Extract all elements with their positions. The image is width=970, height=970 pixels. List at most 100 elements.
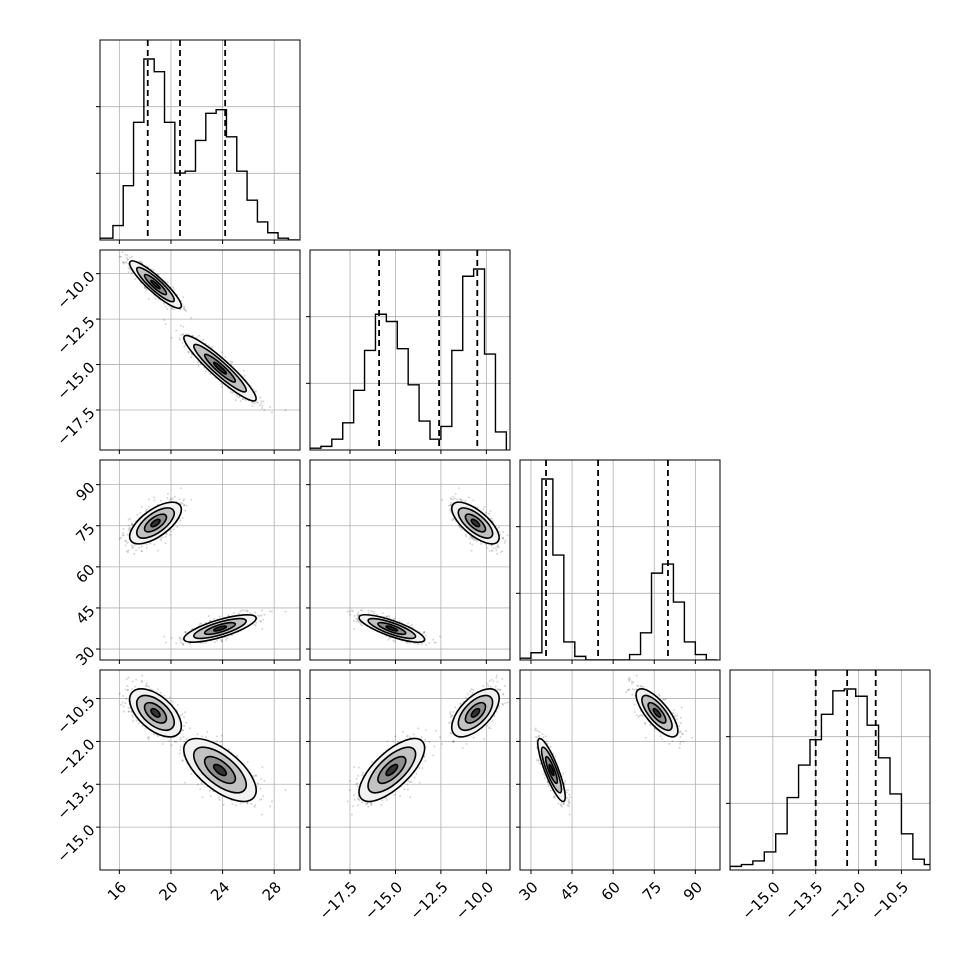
sample-point (173, 308, 176, 311)
sample-point (388, 615, 391, 618)
sample-point (169, 498, 172, 501)
sample-point (238, 612, 241, 615)
panel-3-0: 16 20 24 28−15.0−13.5−12.0−10.5 (53, 669, 301, 904)
sample-point (147, 685, 150, 688)
sample-point (132, 719, 135, 722)
sample-point (129, 526, 132, 529)
sample-point (162, 302, 165, 305)
sample-point (124, 688, 127, 691)
sample-point (207, 615, 210, 618)
sample-point (490, 544, 493, 547)
sample-point (244, 609, 247, 612)
sample-point (249, 612, 252, 615)
sample-point (149, 542, 152, 545)
sample-point (209, 372, 212, 375)
sample-point (255, 621, 258, 624)
sample-point (239, 400, 242, 403)
sample-point (188, 643, 191, 646)
sample-point (212, 617, 215, 620)
panel-plot-area (100, 40, 300, 240)
sample-point (140, 549, 143, 552)
sample-point (179, 519, 182, 522)
sample-point (465, 535, 468, 538)
sample-point (421, 632, 424, 635)
sample-point (480, 542, 483, 545)
sample-point (184, 630, 187, 633)
sample-point (456, 498, 459, 501)
sample-point (122, 527, 125, 530)
sample-point (163, 694, 166, 697)
sample-point (140, 550, 143, 553)
sample-point (448, 504, 451, 507)
sample-point (135, 678, 138, 681)
sample-point (137, 721, 140, 724)
y-tick-label: 90 (72, 478, 98, 504)
sample-point (211, 346, 214, 349)
sample-point (164, 305, 167, 308)
sample-point (184, 308, 187, 311)
sample-point (183, 724, 186, 727)
sample-point (476, 506, 479, 509)
sample-point (184, 631, 187, 634)
sample-point (495, 546, 498, 549)
sample-point (197, 364, 200, 367)
sample-point (469, 542, 472, 545)
sample-point (148, 505, 151, 508)
y-tick-label: −15.0 (53, 358, 98, 403)
sample-point (260, 407, 263, 410)
sample-point (220, 385, 223, 388)
sample-point (461, 499, 464, 502)
sample-point (393, 617, 396, 620)
sample-point (125, 261, 128, 264)
sample-point (352, 610, 355, 613)
sample-point (127, 518, 130, 521)
sample-point (183, 307, 186, 310)
sample-point (235, 395, 238, 398)
sample-point (372, 612, 375, 615)
sample-point (127, 524, 130, 527)
sample-point (120, 703, 123, 706)
sample-point (159, 691, 162, 694)
sample-point (460, 528, 463, 531)
sample-point (381, 611, 384, 614)
sample-point (467, 496, 470, 499)
sample-point (502, 531, 505, 534)
sample-point (131, 255, 134, 258)
sample-point (164, 535, 167, 538)
sample-point (125, 256, 128, 259)
sample-point (122, 261, 125, 264)
sample-point (181, 502, 184, 505)
sample-point (387, 638, 390, 641)
sample-point (122, 262, 125, 265)
sample-point (490, 517, 493, 520)
sample-point (355, 620, 358, 623)
sample-point (160, 499, 163, 502)
sample-point (128, 527, 131, 530)
sample-point (129, 268, 132, 271)
sample-point (179, 324, 182, 327)
sample-point (471, 537, 474, 540)
sample-point (458, 526, 461, 529)
sample-point (262, 400, 265, 403)
sample-point (130, 522, 133, 525)
sample-point (457, 524, 460, 527)
sample-point (251, 405, 254, 408)
sample-point (127, 529, 130, 532)
sample-point (121, 534, 124, 537)
sample-point (215, 639, 218, 642)
sample-point (488, 549, 491, 552)
sample-point (172, 286, 175, 289)
sample-point (260, 614, 263, 617)
sample-point (173, 495, 176, 498)
sample-point (131, 714, 134, 717)
sample-point (147, 498, 150, 501)
sample-point (434, 641, 437, 644)
sample-point (258, 614, 261, 617)
sample-point (124, 261, 127, 264)
sample-point (260, 402, 263, 405)
y-tick-label: −12.5 (53, 313, 98, 358)
sample-point (423, 630, 426, 633)
sample-point (157, 549, 160, 552)
sample-point (157, 688, 160, 691)
sample-point (490, 549, 493, 552)
